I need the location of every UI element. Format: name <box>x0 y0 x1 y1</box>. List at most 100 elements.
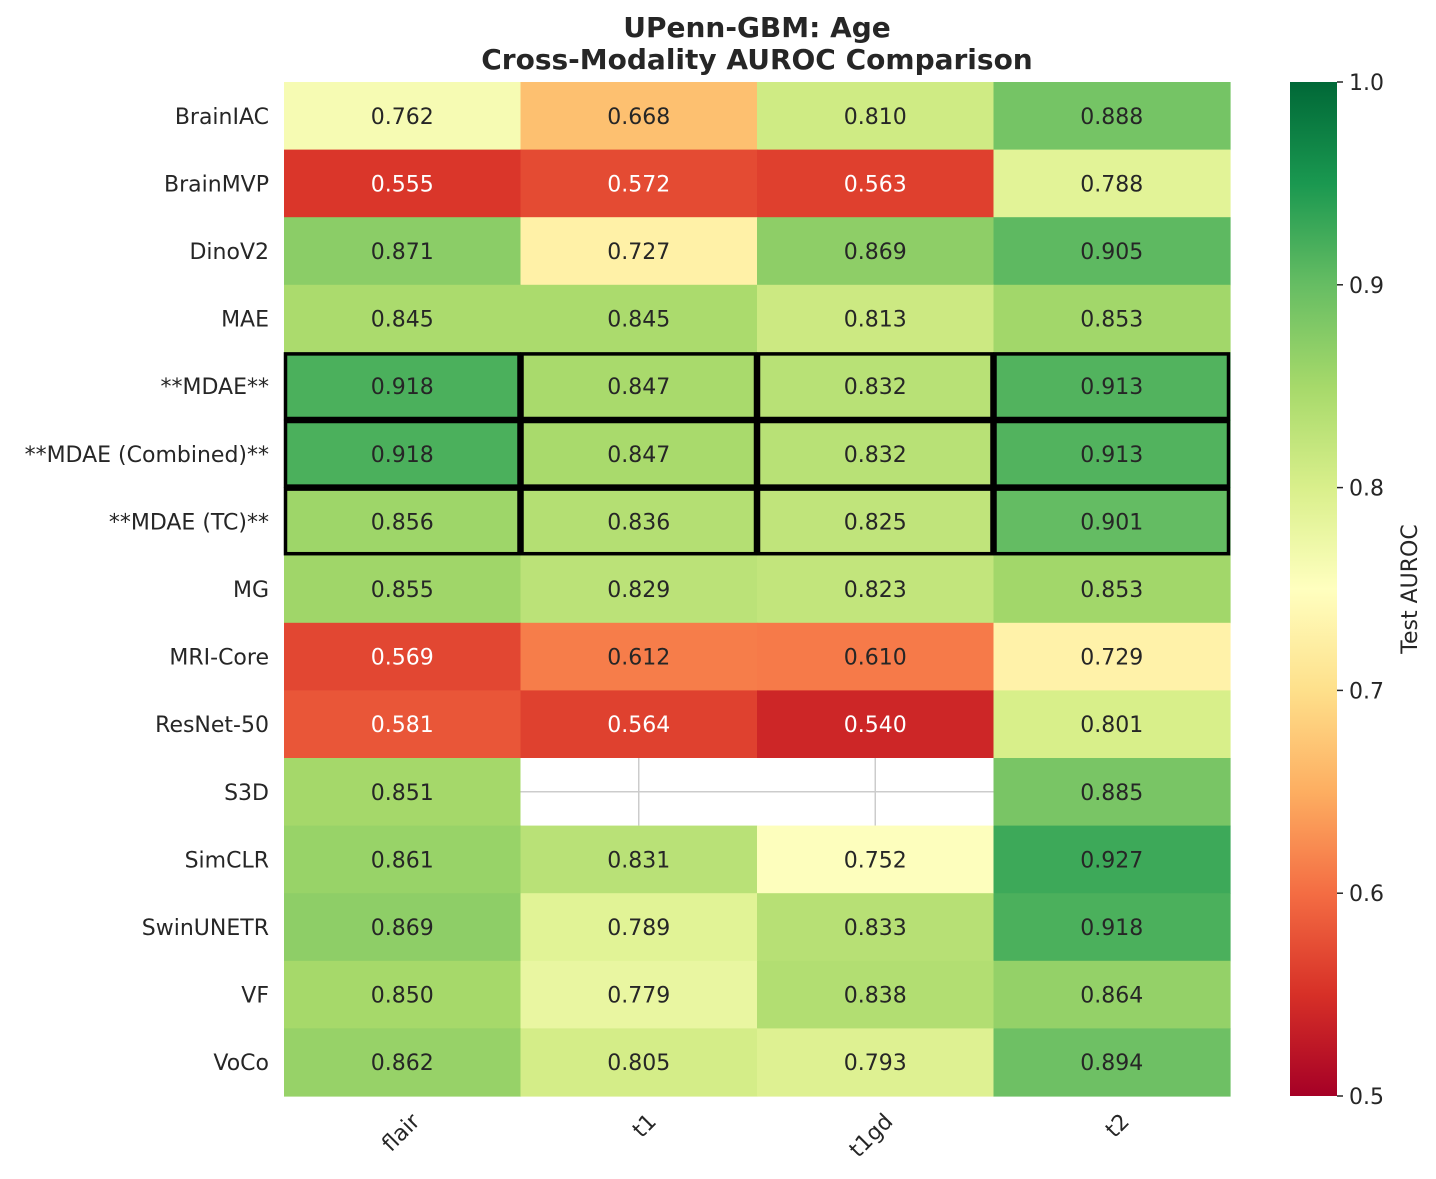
cell-value: 0.869 <box>371 916 434 941</box>
heatmap-cell <box>520 217 758 286</box>
row-label: SwinUNETR <box>142 916 269 941</box>
cell-value: 0.752 <box>844 848 907 873</box>
cell-value: 0.572 <box>607 172 670 197</box>
highlight-borders <box>283 352 1231 556</box>
chart-title-line2: Cross-Modality AUROC Comparison <box>481 43 1033 76</box>
heatmap-cell <box>757 1028 995 1097</box>
column-label: t1 <box>628 1109 662 1143</box>
heatmap-cell <box>284 690 522 759</box>
colorbar-ticks: 0.5 0.6 0.7 0.8 0.9 1.0 <box>1337 71 1384 1110</box>
heatmap-cell <box>520 284 758 353</box>
heatmap-cell <box>993 149 1231 218</box>
heatmap-cell <box>993 758 1231 827</box>
highlight-border <box>283 487 521 556</box>
heatmap-cell <box>284 217 522 286</box>
heatmap-cell <box>284 960 522 1029</box>
heatmap-cell <box>520 420 758 489</box>
highlight-border <box>520 352 758 421</box>
row-label: S3D <box>224 781 269 806</box>
cell-value: 0.793 <box>844 1051 907 1076</box>
cell-value: 0.810 <box>844 105 907 130</box>
row-labels: BrainIAC BrainMVP DinoV2 MAE **MDAE** **MDAE … <box>25 105 269 1076</box>
heatmap-cell <box>993 82 1231 151</box>
row-label: MG <box>233 578 269 603</box>
cell-value: 0.564 <box>607 713 670 738</box>
heatmap-cell <box>757 893 995 962</box>
colorbar-gradient <box>1290 82 1337 1096</box>
row-label: VF <box>241 984 269 1009</box>
heatmap-cell <box>757 149 995 218</box>
row-label: MAE <box>221 308 269 333</box>
cell-value: 0.862 <box>371 1051 434 1076</box>
cell-value: 0.847 <box>607 443 670 468</box>
cell-value: 0.913 <box>1080 443 1143 468</box>
column-label: t1gd <box>845 1109 898 1162</box>
cell-value: 0.927 <box>1080 848 1143 873</box>
cell-value: 0.801 <box>1080 713 1143 738</box>
cell-value: 0.813 <box>844 308 907 333</box>
heatmap-cell <box>284 420 522 489</box>
cell-value: 0.905 <box>1080 240 1143 265</box>
colorbar-tick-label: 0.7 <box>1349 679 1384 704</box>
cell-value: 0.888 <box>1080 105 1143 130</box>
heatmap-cell <box>757 825 995 894</box>
cell-value: 0.823 <box>844 578 907 603</box>
row-label: BrainIAC <box>175 105 269 130</box>
colorbar-tick-label: 0.6 <box>1349 882 1384 907</box>
cell-value: 0.853 <box>1080 308 1143 333</box>
cell-value: 0.832 <box>844 443 907 468</box>
cell-value: 0.901 <box>1080 510 1143 535</box>
highlight-border <box>756 352 994 421</box>
heatmap-cell <box>757 622 995 691</box>
cell-value: 0.918 <box>1080 916 1143 941</box>
cell-value: 0.563 <box>844 172 907 197</box>
row-label: **MDAE (TC)** <box>109 510 269 535</box>
highlight-border <box>520 419 758 488</box>
cell-value: 0.856 <box>371 510 434 535</box>
heatmap-cell <box>284 82 522 151</box>
heatmap-cell <box>520 149 758 218</box>
heatmap-cell <box>284 352 522 421</box>
heatmap-cell <box>520 622 758 691</box>
cell-value: 0.831 <box>607 848 670 873</box>
heatmap-cell <box>520 555 758 624</box>
cell-value: 0.581 <box>371 713 434 738</box>
cell-value: 0.918 <box>371 443 434 468</box>
cell-value: 0.612 <box>607 646 670 671</box>
cell-value: 0.762 <box>371 105 434 130</box>
heatmap-cell <box>757 82 995 151</box>
cell-value: 0.850 <box>371 984 434 1009</box>
heatmap-cell <box>520 690 758 759</box>
cell-value: 0.918 <box>371 375 434 400</box>
colorbar-tick-label: 1.0 <box>1349 71 1384 96</box>
heatmap-cell <box>520 487 758 556</box>
cell-value: 0.851 <box>371 781 434 806</box>
row-label: **MDAE** <box>161 375 270 400</box>
colorbar: 0.5 0.6 0.7 0.8 0.9 1.0 Test AUROC <box>1290 71 1423 1110</box>
heatmap-cell <box>993 690 1231 759</box>
cell-value: 0.727 <box>607 240 670 265</box>
cell-value: 0.836 <box>607 510 670 535</box>
heatmap-cell <box>993 420 1231 489</box>
cell-value: 0.864 <box>1080 984 1143 1009</box>
cell-value: 0.869 <box>844 240 907 265</box>
cell-value: 0.610 <box>844 646 907 671</box>
cell-value: 0.829 <box>607 578 670 603</box>
cell-value: 0.838 <box>844 984 907 1009</box>
heatmap-cell <box>993 284 1231 353</box>
heatmap-cell <box>757 487 995 556</box>
cell-value: 0.788 <box>1080 172 1143 197</box>
heatmap-cell <box>757 420 995 489</box>
heatmap-cell <box>757 217 995 286</box>
heatmap-cell <box>993 622 1231 691</box>
heatmap-cell <box>520 825 758 894</box>
highlight-border <box>520 487 758 556</box>
column-label: flair <box>378 1109 426 1157</box>
heatmap-cell <box>993 893 1231 962</box>
heatmap-cells: 0.762 0.668 0.810 0.888 0.555 0.572 0.563 0.788… <box>284 82 1231 1097</box>
heatmap-cell <box>284 284 522 353</box>
heatmap-cell <box>284 622 522 691</box>
cell-value: 0.853 <box>1080 578 1143 603</box>
heatmap-cell <box>284 1028 522 1097</box>
